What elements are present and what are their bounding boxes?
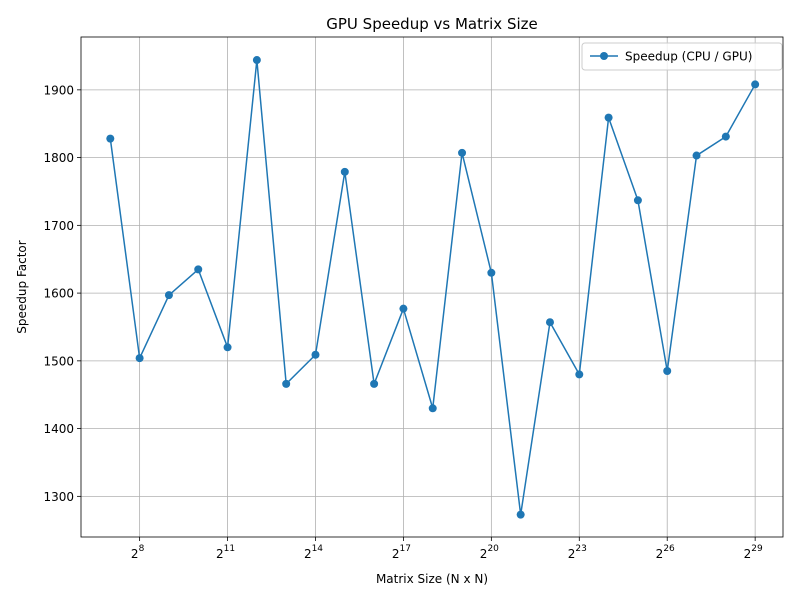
data-point: [135, 354, 144, 363]
legend-marker-swatch: [600, 52, 608, 60]
data-point: [399, 304, 408, 313]
y-tick-label: 1700: [43, 219, 74, 233]
series-layer: [106, 56, 760, 519]
data-point: [516, 510, 525, 519]
y-tick-label: 1900: [43, 83, 74, 97]
data-point: [604, 113, 613, 122]
data-point: [106, 134, 115, 143]
data-point: [721, 132, 730, 141]
y-tick-label: 1600: [43, 287, 74, 301]
y-axis-ticks: 1300 1400 1500 1600 1700 1800 1900: [43, 83, 81, 504]
data-point: [370, 379, 379, 388]
x-tick-label: 217: [392, 544, 411, 561]
data-point: [428, 404, 437, 413]
chart-title: GPU Speedup vs Matrix Size: [326, 15, 537, 33]
y-tick-label: 1300: [43, 490, 74, 504]
data-point: [194, 265, 203, 274]
x-tick-label: 223: [568, 544, 587, 561]
data-point: [663, 367, 672, 376]
data-point: [575, 370, 584, 379]
y-axis-label: Speedup Factor: [15, 240, 29, 333]
data-point: [340, 167, 349, 176]
x-tick-label: 220: [480, 544, 499, 561]
legend: Speedup (CPU / GPU): [581, 42, 783, 71]
x-tick-label: 226: [656, 544, 675, 561]
data-point: [692, 151, 701, 160]
data-point: [223, 343, 232, 352]
x-tick-label: 211: [216, 544, 235, 561]
x-tick-label: 28: [131, 544, 145, 561]
x-axis-ticks: 28 211 214 217 220 223 226 229: [131, 537, 763, 561]
data-point: [282, 379, 291, 388]
data-point: [487, 268, 496, 277]
legend-box: [581, 42, 783, 71]
data-point: [252, 56, 261, 65]
data-point: [545, 318, 554, 327]
data-point: [164, 291, 173, 300]
y-tick-label: 1400: [43, 422, 74, 436]
x-tick-label: 214: [304, 544, 323, 561]
legend-label: Speedup (CPU / GPU): [625, 50, 752, 64]
data-point: [751, 80, 760, 89]
x-tick-label: 229: [744, 544, 763, 561]
data-point: [311, 350, 320, 359]
data-point: [633, 196, 642, 205]
plot-frame: [80, 36, 784, 538]
y-tick-label: 1500: [43, 354, 74, 368]
y-tick-label: 1800: [43, 151, 74, 165]
data-point: [458, 148, 467, 157]
x-axis-label: Matrix Size (N x N): [376, 572, 488, 586]
